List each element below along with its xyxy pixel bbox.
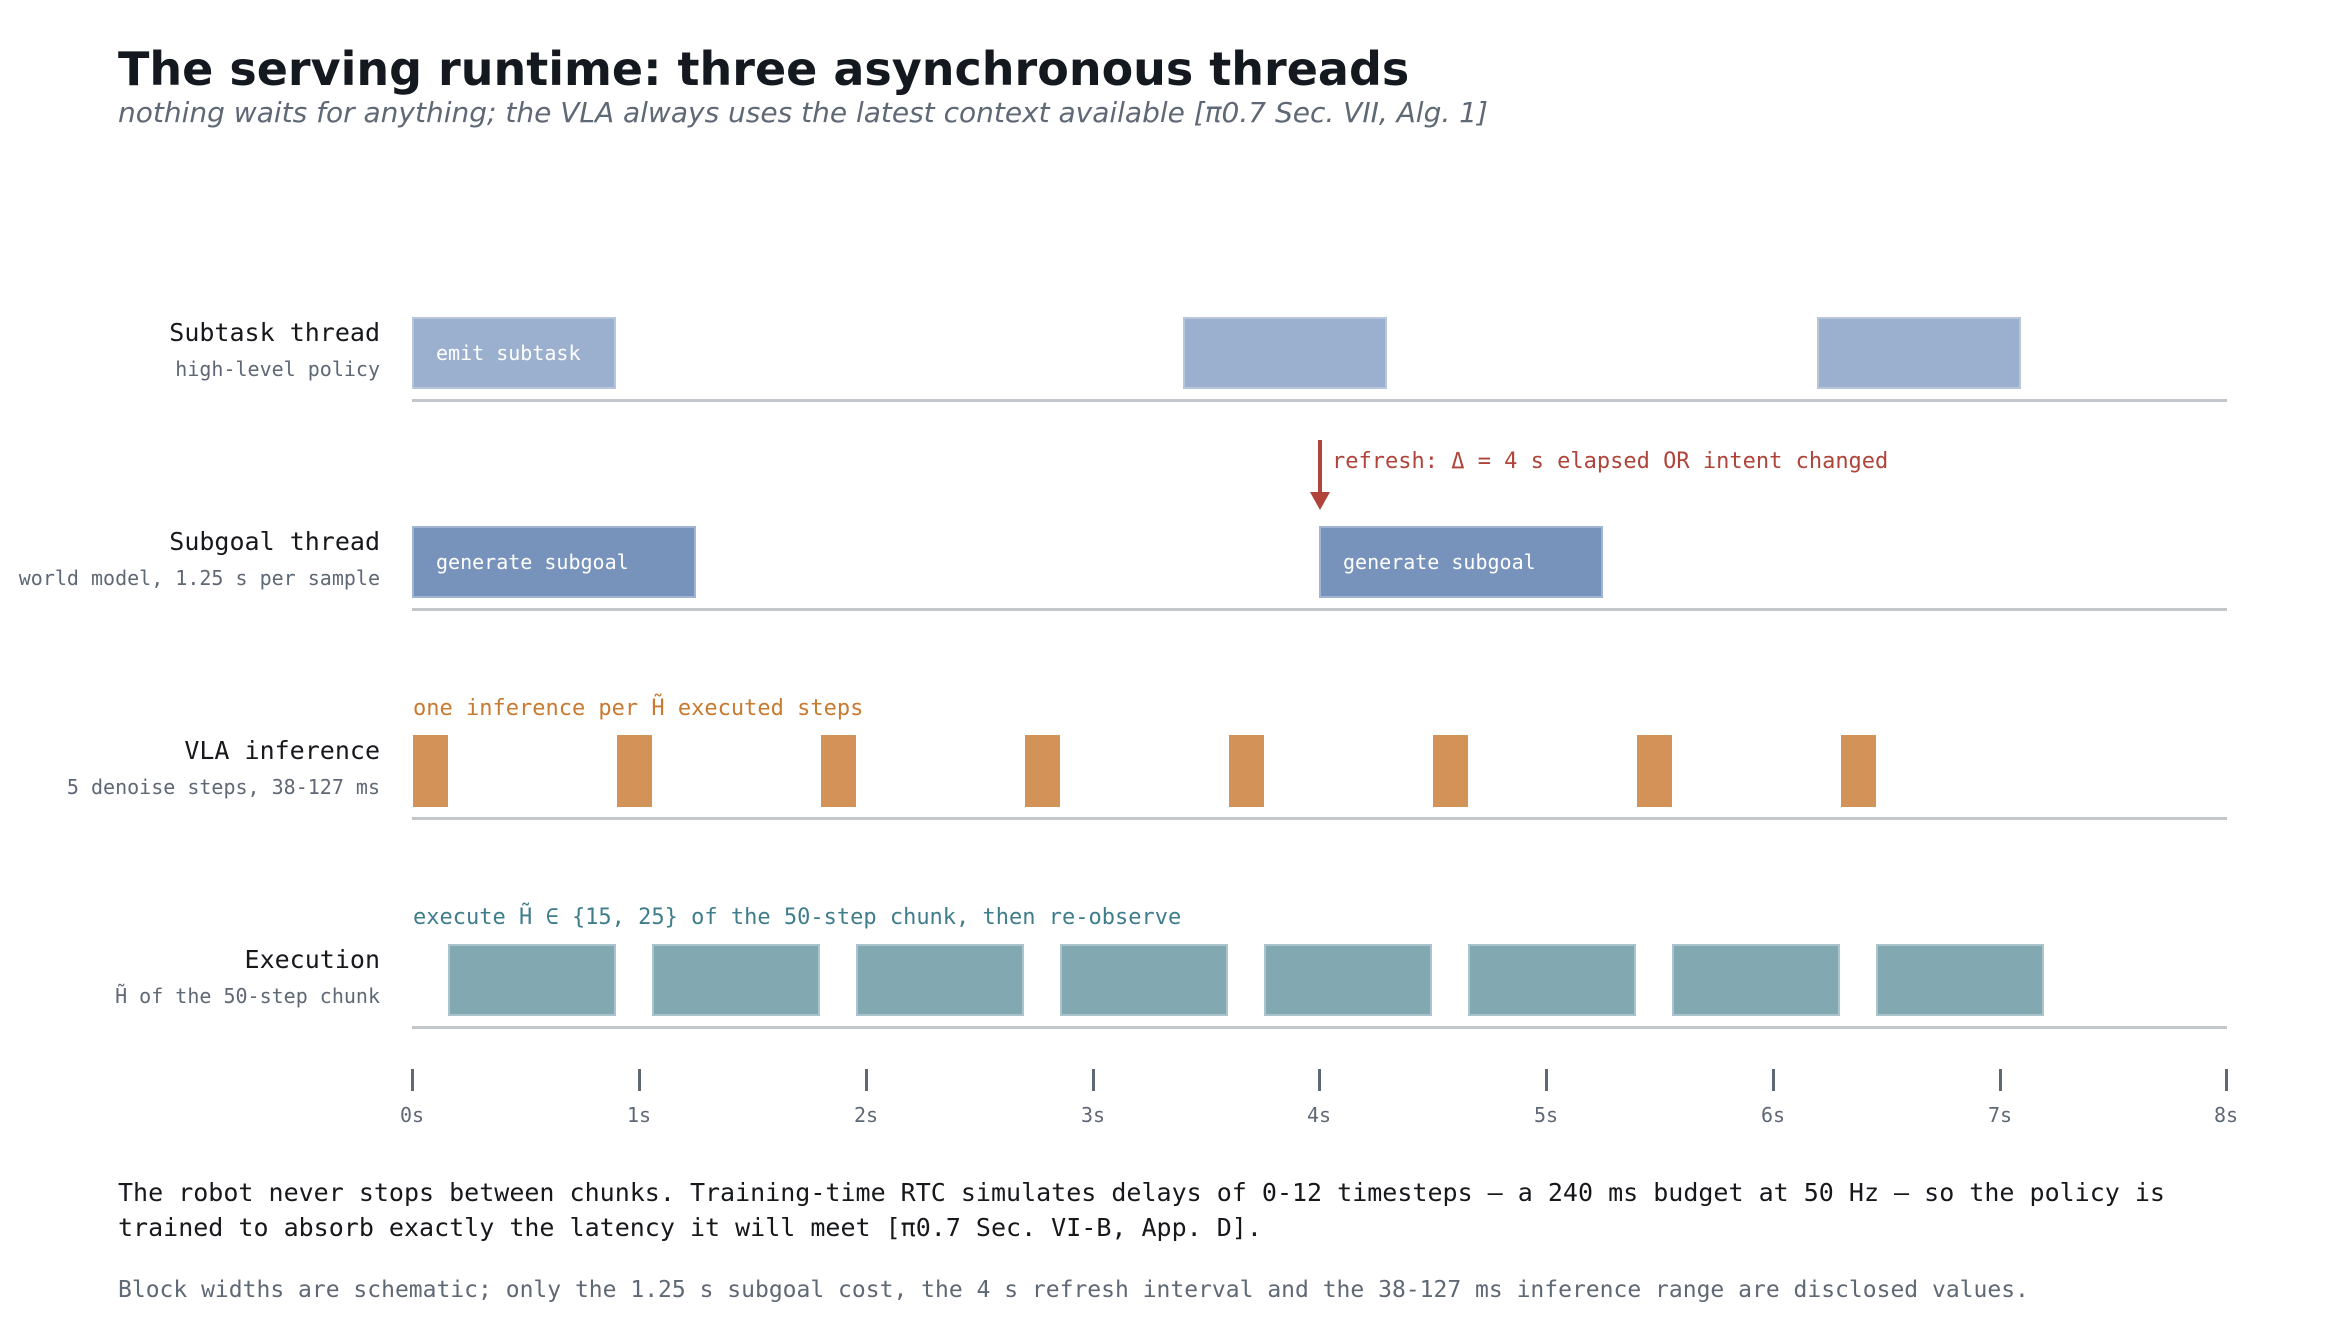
subtask-block — [1817, 317, 2021, 389]
axis-tick — [1999, 1069, 2002, 1091]
axis-tick — [1772, 1069, 1775, 1091]
refresh-arrowhead-icon — [1310, 492, 1330, 510]
inference-block — [1637, 735, 1672, 807]
axis-tick-label: 3s — [1080, 1103, 1106, 1127]
axis-tick-label: 1s — [626, 1103, 652, 1127]
lane-name-subgoal: Subgoal thread — [169, 527, 380, 556]
lane-name-subtask: Subtask thread — [169, 318, 380, 347]
lane-baseline-subtask — [412, 399, 2227, 402]
lane-baseline-subgoal — [412, 608, 2227, 611]
subtask-block — [1183, 317, 1387, 389]
lane-baseline-vla — [412, 817, 2227, 820]
subgoal-block-label: generate subgoal — [436, 550, 629, 574]
axis-tick-label: 2s — [853, 1103, 879, 1127]
inference-block — [617, 735, 652, 807]
axis-tick-label: 7s — [1987, 1103, 2013, 1127]
lane-sub-execution: H̃ of the 50-step chunk — [115, 984, 380, 1008]
execution-block — [1672, 944, 1840, 1016]
lane-sub-subtask: high-level policy — [175, 357, 380, 381]
axis-tick — [638, 1069, 641, 1091]
refresh-annotation: refresh: Δ = 4 s elapsed OR intent chang… — [1332, 449, 1889, 474]
axis-tick-label: 6s — [1760, 1103, 1786, 1127]
execution-block — [1264, 944, 1432, 1016]
disclaimer: Block widths are schematic; only the 1.2… — [118, 1277, 2029, 1303]
axis-tick-label: 8s — [2213, 1103, 2239, 1127]
axis-tick — [2225, 1069, 2228, 1091]
execution-block — [652, 944, 820, 1016]
inference-block — [413, 735, 448, 807]
page-title: The serving runtime: three asynchronous … — [118, 42, 1410, 96]
lane-sub-vla: 5 denoise steps, 38-127 ms — [66, 775, 380, 799]
axis-tick — [865, 1069, 868, 1091]
execution-block — [1060, 944, 1228, 1016]
lane-baseline-execution — [412, 1026, 2227, 1029]
axis-tick — [1092, 1069, 1095, 1091]
subtask-block: emit subtask — [412, 317, 616, 389]
lane-name-execution: Execution — [244, 945, 380, 974]
axis-tick-label: 4s — [1306, 1103, 1332, 1127]
axis-tick — [1545, 1069, 1548, 1091]
subgoal-block: generate subgoal — [412, 526, 696, 598]
axis-tick-label: 0s — [399, 1103, 425, 1127]
inference-block — [1841, 735, 1876, 807]
inference-block — [1025, 735, 1060, 807]
subgoal-block-label: generate subgoal — [1343, 550, 1536, 574]
refresh-arrow-icon — [1318, 440, 1322, 494]
lane-sub-subgoal: world model, 1.25 s per sample — [18, 566, 380, 590]
inference-block — [1433, 735, 1468, 807]
inference-block — [821, 735, 856, 807]
inference-block — [1229, 735, 1264, 807]
execution-block — [856, 944, 1024, 1016]
axis-tick — [411, 1069, 414, 1091]
axis-tick — [1318, 1069, 1321, 1091]
subtask-block-label: emit subtask — [436, 341, 581, 365]
inference-annotation: one inference per H̃ executed steps — [413, 696, 864, 721]
execution-block — [1876, 944, 2044, 1016]
subgoal-block: generate subgoal — [1319, 526, 1603, 598]
lane-name-vla: VLA inference — [184, 736, 380, 765]
page-subtitle: nothing waits for anything; the VLA alwa… — [118, 96, 1488, 129]
axis-tick-label: 5s — [1533, 1103, 1559, 1127]
execute-annotation: execute H̃ ∈ {15, 25} of the 50-step chu… — [413, 905, 1182, 930]
footnote: The robot never stops between chunks. Tr… — [118, 1178, 2165, 1242]
execution-block — [1468, 944, 1636, 1016]
execution-block — [448, 944, 616, 1016]
